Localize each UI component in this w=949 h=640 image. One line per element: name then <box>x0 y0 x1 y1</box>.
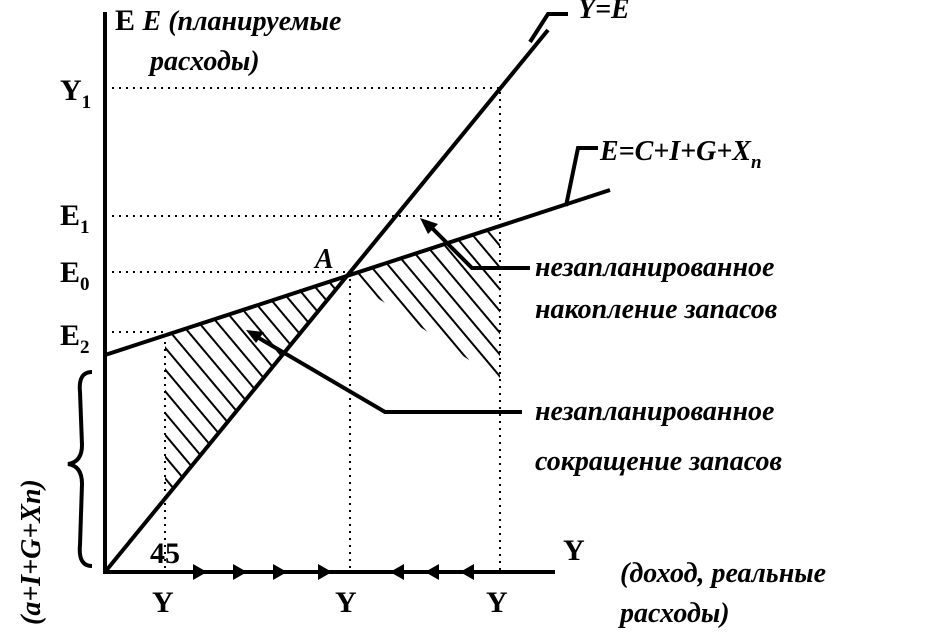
intercept-brace <box>67 370 93 568</box>
label: 0 <box>80 274 90 295</box>
horizontal-axis-label: Y <box>563 534 585 567</box>
vertical-axis-label: расходы) <box>148 46 260 77</box>
tick-label: E1 <box>60 199 90 238</box>
point-label: A <box>313 244 334 275</box>
leader-accumulation <box>426 222 530 270</box>
bottom-label: Y <box>335 586 357 619</box>
label: n <box>751 152 762 173</box>
tick-label: Y1 <box>60 74 91 113</box>
vertical-axis-label: E E (планируемые <box>115 4 341 37</box>
intercept-label: (a+I+G+Xn) <box>16 479 47 625</box>
line-label: Y=E <box>578 0 630 25</box>
label: Y <box>60 74 82 107</box>
label: E (планируемые <box>142 6 342 37</box>
horizontal-axis-caption: (доход, реальные <box>620 558 826 589</box>
annotation: сокращение запасов <box>535 446 782 477</box>
line-y-equals-e <box>103 28 550 574</box>
leader-shortage <box>250 332 522 414</box>
line-expenditure <box>104 188 611 357</box>
bottom-label: Y <box>152 586 174 619</box>
horizontal-axis-caption: расходы) <box>618 598 730 629</box>
leader-y-equals-e <box>528 12 568 44</box>
leader-arrow <box>246 330 264 343</box>
label: 1 <box>80 217 90 238</box>
label: 2 <box>80 337 90 358</box>
leader-expenditure <box>564 146 598 207</box>
annotation: незапланированное <box>535 396 774 427</box>
label: 1 <box>82 92 92 113</box>
angle-label: 45 <box>150 537 180 570</box>
label: E <box>60 256 80 289</box>
leader-arrow <box>420 218 438 234</box>
annotation: незапланированное <box>535 252 774 283</box>
tick-label: E0 <box>60 256 90 295</box>
tick-label: E2 <box>60 319 90 358</box>
label: E=C+I+G+X <box>599 136 752 167</box>
axis-arrows <box>193 564 474 580</box>
bottom-label: Y <box>486 586 508 619</box>
label: E <box>60 319 80 352</box>
annotation: накопление запасов <box>535 294 778 325</box>
label: E <box>60 199 80 232</box>
line-label: E=C+I+G+Xn <box>599 136 762 173</box>
